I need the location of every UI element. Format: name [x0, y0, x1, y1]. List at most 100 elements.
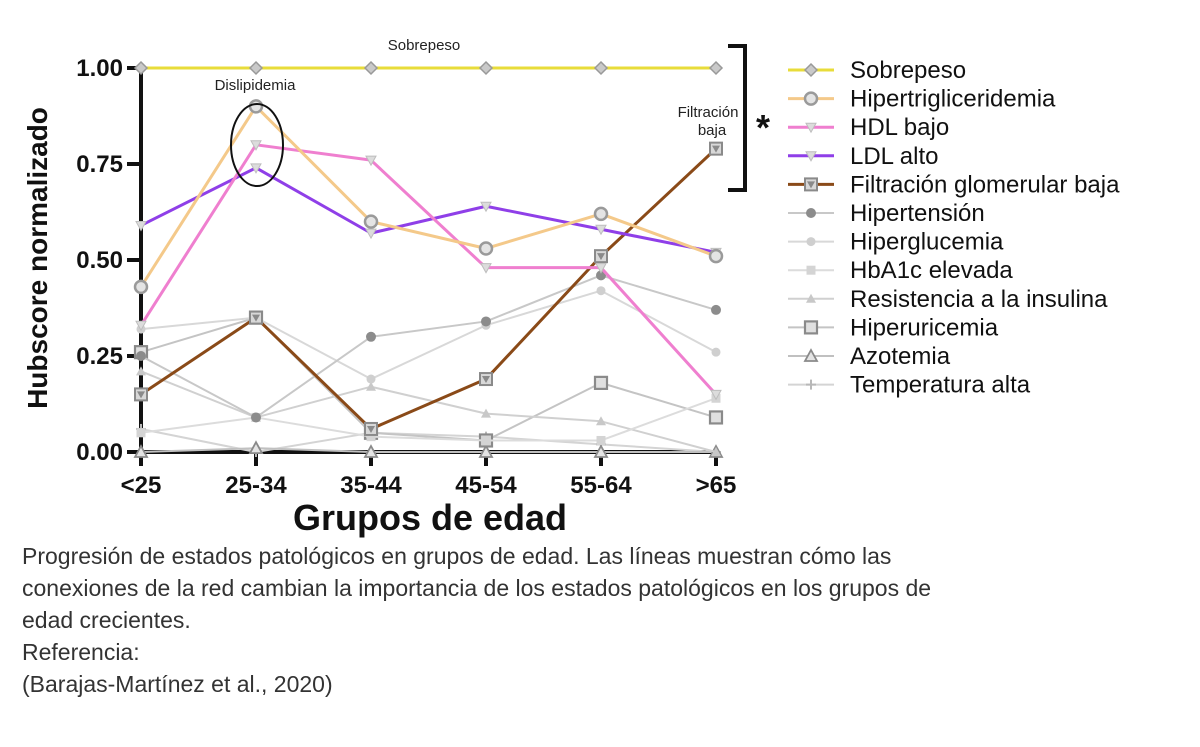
- data-point: [708, 60, 724, 76]
- data-point: [593, 444, 609, 458]
- legend-marker: [805, 151, 817, 162]
- caption: Progresión de estados patológicos en gru…: [22, 540, 1182, 700]
- data-point: [363, 444, 379, 458]
- legend-entry-hipertrigliceridemia: Hipertrigliceridemia: [788, 86, 1056, 113]
- data-point: [710, 389, 722, 401]
- significance-asterisk: *: [756, 107, 770, 148]
- legend-label: Hiperglucemia: [850, 229, 1004, 256]
- legend-entry-filtracion-glomerular-baja: Filtración glomerular baja: [788, 171, 1120, 198]
- x-tick-label: >65: [696, 472, 737, 499]
- data-point: [133, 444, 149, 458]
- y-tick-label: 0.25: [76, 343, 123, 370]
- data-point: [363, 214, 379, 229]
- data-point: [596, 270, 606, 281]
- annotation-dislipidemia: Dislipidemia: [215, 77, 297, 94]
- data-point: [478, 241, 494, 256]
- legend-entry-hba1c-elevada: HbA1c elevada: [788, 257, 1013, 284]
- data-point: [596, 435, 606, 445]
- legend-marker: [803, 91, 819, 106]
- series-hdl-bajo: [135, 140, 722, 401]
- caption-reference-label: Referencia:: [22, 639, 140, 665]
- data-point: [711, 347, 721, 357]
- series-line-hipertension: [140, 274, 717, 419]
- data-point: [365, 155, 377, 167]
- legend-label: Sobrepeso: [850, 57, 966, 84]
- x-axis-title: Grupos de edad: [293, 497, 567, 538]
- series-resistencia-a-la-insulina: [136, 366, 721, 456]
- y-ticks: 0.00 0.25 0.50 0.75 1.00: [76, 55, 141, 466]
- legend-label: Temperatura alta: [850, 372, 1031, 399]
- data-point: [593, 60, 609, 76]
- data-point: [709, 141, 723, 156]
- x-tick-label: 55-64: [570, 472, 632, 499]
- data-point: [708, 410, 724, 425]
- legend-marker: [806, 379, 816, 390]
- data-point: [480, 263, 492, 274]
- series-line-hdl-bajo: [139, 143, 718, 396]
- data-point: [365, 228, 377, 240]
- data-point: [593, 206, 609, 222]
- data-point: [363, 60, 379, 76]
- legend-marker: [805, 122, 817, 134]
- data-point: [711, 447, 721, 456]
- series-line-hba1c-elevada: [140, 397, 717, 442]
- y-tick-label: 1.00: [76, 55, 123, 82]
- legend-entry-ldl-alto: LDL alto: [788, 143, 939, 170]
- legend-label: Resistencia a la insulina: [850, 286, 1108, 313]
- y-tick-label: 0.00: [76, 439, 123, 466]
- data-point: [248, 99, 264, 114]
- data-point: [479, 372, 493, 387]
- legend-label: Hipertrigliceridemia: [850, 86, 1056, 113]
- data-point: [478, 60, 494, 76]
- legend-entry-hiperglucemia: Hiperglucemia: [788, 229, 1004, 256]
- series-line-azotemia: [140, 447, 716, 453]
- x-tick-label: 35-44: [340, 472, 402, 499]
- legend-marker: [803, 320, 819, 335]
- axes: 0.00 0.25 0.50 0.75 1.00 <25 25-34 35-44 45-54 5…: [76, 55, 736, 499]
- legend-entry-azotemia: Azotemia: [788, 343, 951, 370]
- series-hiperuricemia: [133, 310, 724, 448]
- legend-marker: [803, 348, 819, 362]
- legend-entry-hiperuricemia: Hiperuricemia: [788, 314, 999, 341]
- series-layer: [133, 60, 724, 458]
- data-point: [250, 163, 262, 174]
- series-hipertrigliceridemia: [133, 99, 724, 295]
- data-point: [248, 440, 264, 455]
- data-point: [136, 428, 146, 438]
- series-hipertension: [136, 270, 721, 423]
- data-point: [364, 421, 378, 436]
- legend-marker: [806, 237, 816, 247]
- legend-marker: [803, 62, 819, 78]
- legend-label: Hipertensión: [850, 200, 985, 227]
- x-tick-label: 45-54: [455, 472, 517, 499]
- y-tick-label: 0.75: [76, 151, 123, 178]
- x-tick-label: <25: [121, 472, 162, 499]
- data-point: [133, 60, 149, 76]
- data-point: [593, 375, 609, 390]
- legend-label: HDL bajo: [850, 114, 949, 141]
- data-point: [594, 249, 608, 264]
- series-line-filtracion-glomerular-baja: [140, 147, 718, 431]
- data-point: [135, 320, 147, 332]
- legend-entry-hipertension: Hipertensión: [788, 200, 985, 227]
- data-point: [133, 279, 149, 295]
- series-sobrepeso: [133, 60, 724, 76]
- legend-label: HbA1c elevada: [850, 257, 1013, 284]
- data-point: [136, 351, 146, 361]
- legend-label: Hiperuricemia: [850, 314, 999, 341]
- annotation-filtracion-baja: Filtración baja: [678, 104, 739, 139]
- legend-marker: [804, 177, 818, 192]
- data-point: [481, 408, 491, 418]
- series-line-hiperuricemia: [140, 316, 717, 442]
- series-ldl-alto: [135, 163, 722, 259]
- legend-label: Filtración glomerular baja: [850, 171, 1120, 198]
- legend-label: Azotemia: [850, 343, 951, 370]
- data-point: [595, 224, 607, 236]
- data-point: [249, 310, 263, 325]
- legend-label: LDL alto: [850, 143, 939, 170]
- data-point: [595, 263, 607, 274]
- data-point: [478, 444, 494, 458]
- x-tick-label: 25-34: [225, 472, 287, 499]
- legend-entry-resistencia-a-la-insulina: Resistencia a la insulina: [788, 286, 1108, 313]
